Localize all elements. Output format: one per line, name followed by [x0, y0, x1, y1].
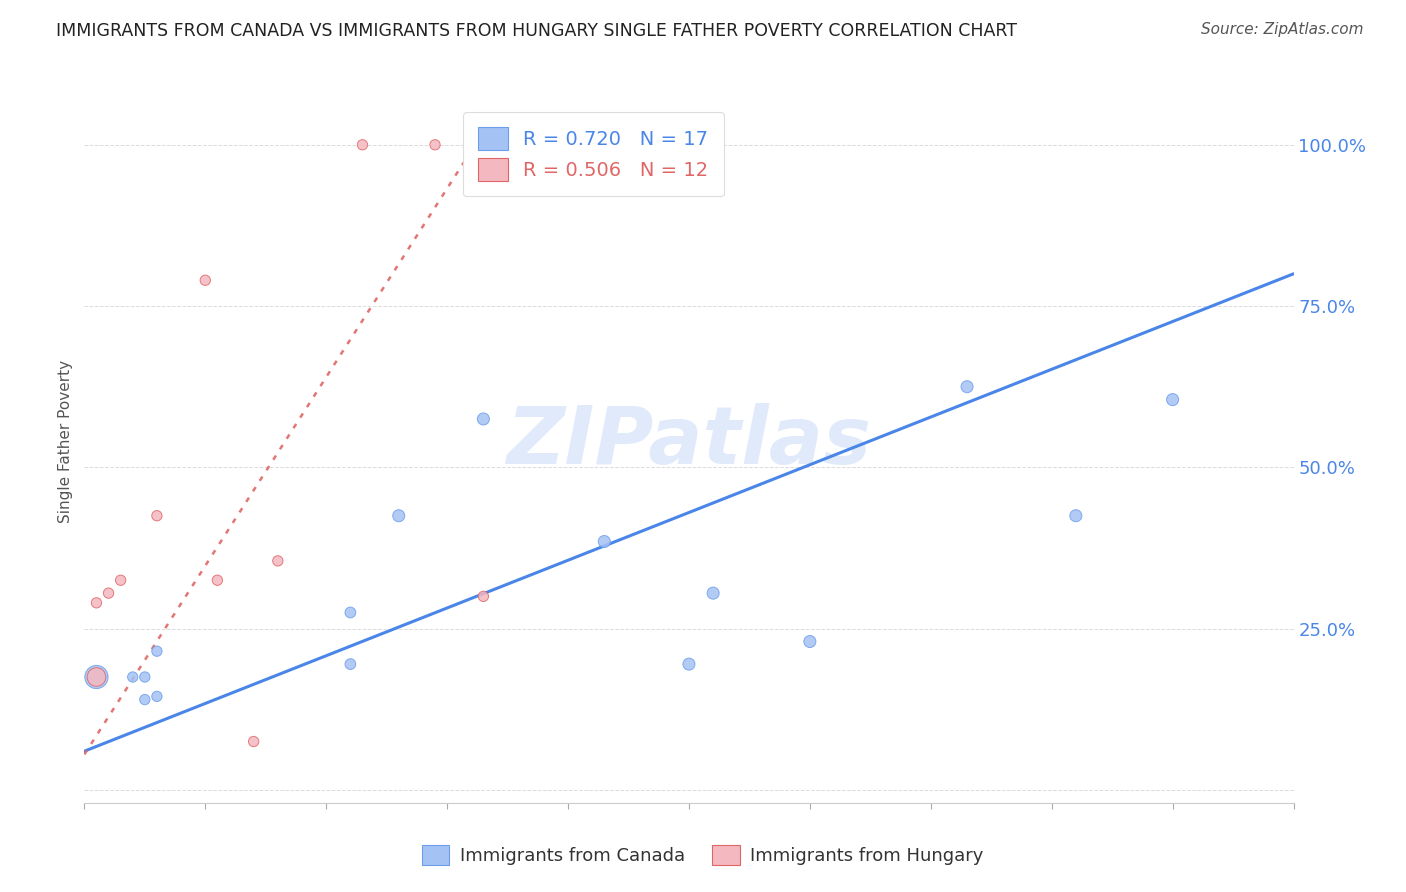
Legend: R = 0.720   N = 17, R = 0.506   N = 12: R = 0.720 N = 17, R = 0.506 N = 12	[463, 112, 724, 196]
Text: Source: ZipAtlas.com: Source: ZipAtlas.com	[1201, 22, 1364, 37]
Point	[97, 586, 120, 600]
Point	[388, 508, 411, 523]
Point	[146, 690, 169, 704]
Point	[194, 273, 217, 287]
Point	[110, 573, 132, 587]
Point	[242, 734, 264, 748]
Point	[146, 644, 169, 658]
Legend: Immigrants from Canada, Immigrants from Hungary: Immigrants from Canada, Immigrants from …	[413, 836, 993, 874]
Point	[1161, 392, 1184, 407]
Point	[593, 534, 616, 549]
Point	[134, 670, 156, 684]
Point	[956, 380, 979, 394]
Point	[86, 670, 108, 684]
Point	[86, 596, 108, 610]
Point	[1064, 508, 1087, 523]
Point	[339, 606, 361, 620]
Point	[207, 573, 229, 587]
Point	[678, 657, 700, 672]
Point	[86, 670, 108, 684]
Point	[121, 670, 143, 684]
Point	[472, 590, 495, 604]
Text: IMMIGRANTS FROM CANADA VS IMMIGRANTS FROM HUNGARY SINGLE FATHER POVERTY CORRELAT: IMMIGRANTS FROM CANADA VS IMMIGRANTS FRO…	[56, 22, 1017, 40]
Text: ZIPatlas: ZIPatlas	[506, 402, 872, 481]
Point	[472, 412, 495, 426]
Y-axis label: Single Father Poverty: Single Father Poverty	[58, 360, 73, 523]
Point	[423, 137, 446, 152]
Point	[134, 692, 156, 706]
Point	[799, 634, 821, 648]
Point	[352, 137, 374, 152]
Point	[267, 554, 290, 568]
Point	[146, 508, 169, 523]
Point	[702, 586, 724, 600]
Point	[339, 657, 361, 672]
